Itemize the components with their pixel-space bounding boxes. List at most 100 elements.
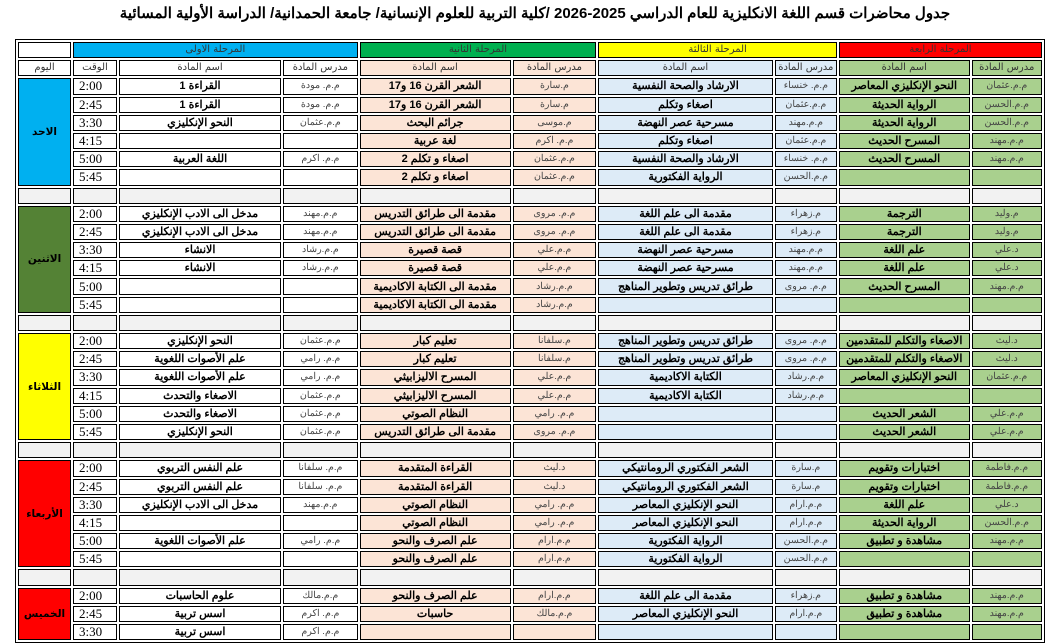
stage-4-subject-cell <box>838 169 970 186</box>
separator-cell <box>73 569 117 586</box>
stage-2-subject-cell: المسرح الاليزابيثي <box>359 369 511 386</box>
schedule-row: 2:45 علم الأصوات اللغوية م.م. رامي تعليم كب… <box>18 351 1042 368</box>
time-cell: 4:15 <box>73 132 117 150</box>
stage-3-teacher-cell <box>774 405 837 422</box>
stage-2-teacher-cell: م.م. رامي <box>512 514 597 532</box>
stage-4-subject-cell: الاصغاء والتكلم للمتقدمين <box>838 351 970 368</box>
schedule-row: 5:45 مقدمة الى الكتابة الاكاديمية م.م.رشاد <box>18 296 1042 313</box>
stage-1-subject-cell: علم الأصوات اللغوية <box>118 369 282 386</box>
stage-3-subject-cell: طرائق تدريس وتطوير المناهج <box>598 351 773 368</box>
stage-1-teacher-cell <box>283 278 358 295</box>
stage-2-teacher-cell: م.سارة <box>512 96 597 113</box>
stage-3-teacher-cell: م.م.رشاد <box>774 369 837 386</box>
stage-4-teacher-cell: م.م.مهند <box>971 132 1042 150</box>
stage-1-teacher-header: مدرس المادة <box>283 60 358 77</box>
stage-2-subject-cell: لغة عربية <box>359 132 511 150</box>
separator-cell <box>359 569 511 586</box>
schedule-row: 4:15 الانشاء م.م.رشاد قصة قصيرة م.م.علي مسرحي… <box>18 260 1042 277</box>
stage-3-teacher-cell: م.سارة <box>774 478 837 495</box>
stage-2-subject-cell: المسرح الاليزابيثي <box>359 387 511 404</box>
stage-4-subject-cell: الترجمة <box>838 223 970 241</box>
separator-cell <box>73 442 117 459</box>
time-cell: 3:30 <box>73 114 117 131</box>
separator-cell <box>512 442 597 459</box>
stage-4-teacher-cell: م.م.عثمان <box>971 78 1042 95</box>
stage-3-teacher-cell: م.م.مهند <box>774 242 837 259</box>
stage-3-subject-cell <box>598 296 773 313</box>
stage-2-subject-cell: علم الصرف والنحو <box>359 533 511 550</box>
page-title: جدول محاضرات قسم اللغة الانكليزية للعام … <box>119 5 951 22</box>
stage-3-teacher-cell: م.م.مهند <box>774 114 837 131</box>
stage-2-subject-cell: قصة قصيرة <box>359 260 511 277</box>
time-cell: 4:15 <box>73 387 117 404</box>
stage-4-teacher-cell: م.م.الحسن <box>971 114 1042 131</box>
separator-cell <box>774 569 837 586</box>
separator-cell <box>971 187 1042 204</box>
stage-4-teacher-cell: م.م.فاطمة <box>971 460 1042 477</box>
stage-4-teacher-cell <box>971 387 1042 404</box>
stage-2-subject-cell: تعليم كبار <box>359 333 511 350</box>
stage-3-subject-cell: الشعر الفكتوري الرومانتيكي <box>598 478 773 495</box>
separator-cell <box>18 187 72 204</box>
stage-1-subject-cell: الانشاء <box>118 242 282 259</box>
stage-2-subject-cell: مقدمة الى طرائق التدريس <box>359 423 511 441</box>
stage-4-subject-cell <box>838 551 970 568</box>
stage-1-teacher-cell <box>283 551 358 568</box>
stage-4-subject-header: اسم المادة <box>838 60 970 77</box>
time-cell: 5:45 <box>73 169 117 186</box>
stage-2-teacher-cell: م.م.ارام <box>512 533 597 550</box>
stage-2-teacher-cell: م.م.علي <box>512 242 597 259</box>
stage-4-subject-cell: علم اللغة <box>838 496 970 513</box>
stage-4-subject-cell: النحو الإنكليزي المعاصر <box>838 369 970 386</box>
stage-2-teacher-cell: م.م.مالك <box>512 605 597 622</box>
day-separator-row <box>18 187 1042 204</box>
stage-3-teacher-cell: م.م.الحسن <box>774 533 837 550</box>
stage-2-teacher-cell: م.م. اكرم <box>512 132 597 150</box>
stage-4-subject-cell <box>838 387 970 404</box>
stage-2-teacher-cell: م.م.علي <box>512 387 597 404</box>
stage-1-teacher-cell: م.م.عثمان <box>283 423 358 441</box>
stage-2-teacher-cell: م.م. رامي <box>512 405 597 422</box>
stage-1-teacher-cell <box>283 169 358 186</box>
schedule-row: 5:00 الاصغاء والتحدث م.م.عثمان النظام الصوت… <box>18 405 1042 422</box>
separator-cell <box>118 569 282 586</box>
stage-3-teacher-cell: م.م.عثمان <box>774 96 837 113</box>
stage-4-teacher-cell: م.م.مهند <box>971 151 1042 168</box>
day-separator-row <box>18 442 1042 459</box>
stage-2-teacher-cell: م.م.ارام <box>512 587 597 604</box>
stage-4-teacher-cell: م.وليد <box>971 223 1042 241</box>
stage-1-teacher-cell: م.م. رامي <box>283 369 358 386</box>
schedule-row: 5:45 علم الصرف والنحو م.م.ارام الرواية الفك… <box>18 551 1042 568</box>
stage-3-teacher-cell: م.م.مهند <box>774 260 837 277</box>
stage-2-subject-cell: النظام الصوتي <box>359 496 511 513</box>
stage-3-subject-cell: مقدمة الى علم اللغة <box>598 205 773 222</box>
stage-2-subject-cell: مقدمة الى طرائق التدريس <box>359 223 511 241</box>
stage-1-teacher-cell: م.م. سلفانا <box>283 460 358 477</box>
stage-2-subject-cell: الشعر القرن 16 و17 <box>359 96 511 113</box>
stage-3-teacher-cell: م.م.الحسن <box>774 551 837 568</box>
separator-cell <box>971 569 1042 586</box>
schedule-row: 5:00 علم الأصوات اللغوية م.م. رامي علم الصر… <box>18 533 1042 550</box>
stage-3-teacher-cell: م.سارة <box>774 460 837 477</box>
stage-4-teacher-cell: د.ليث <box>971 351 1042 368</box>
separator-cell <box>774 187 837 204</box>
stage-4-subject-cell: علم اللغة <box>838 242 970 259</box>
separator-cell <box>359 187 511 204</box>
stage-2-subject-header: اسم المادة <box>359 60 511 77</box>
schedule-row: 2:45 مدخل الى الادب الإنكليزي م.م.مهند مقدم… <box>18 223 1042 241</box>
stage-4-header: المرحلة الرابعة <box>838 42 1042 59</box>
day-column-header: اليوم <box>18 60 72 77</box>
stage-4-subject-cell: اختبارات وتقويم <box>838 478 970 495</box>
stage-2-subject-cell: تعليم كبار <box>359 351 511 368</box>
stage-3-teacher-cell <box>774 296 837 313</box>
stage-3-subject-cell: مسرحية عصر النهضة <box>598 260 773 277</box>
stage-1-subject-cell: مدخل الى الادب الإنكليزي <box>118 496 282 513</box>
stage-2-subject-cell: مقدمة الى طرائق التدريس <box>359 205 511 222</box>
time-cell: 5:00 <box>73 278 117 295</box>
stage-2-teacher-cell: د.ليث <box>512 478 597 495</box>
stage-4-subject-cell: الرواية الحديثة <box>838 514 970 532</box>
stage-2-teacher-cell: م.م.رشاد <box>512 278 597 295</box>
stage-2-teacher-cell: م.م. مروى <box>512 205 597 222</box>
stage-4-teacher-cell: د.ليث <box>971 333 1042 350</box>
time-column-header: الوقت <box>73 60 117 77</box>
